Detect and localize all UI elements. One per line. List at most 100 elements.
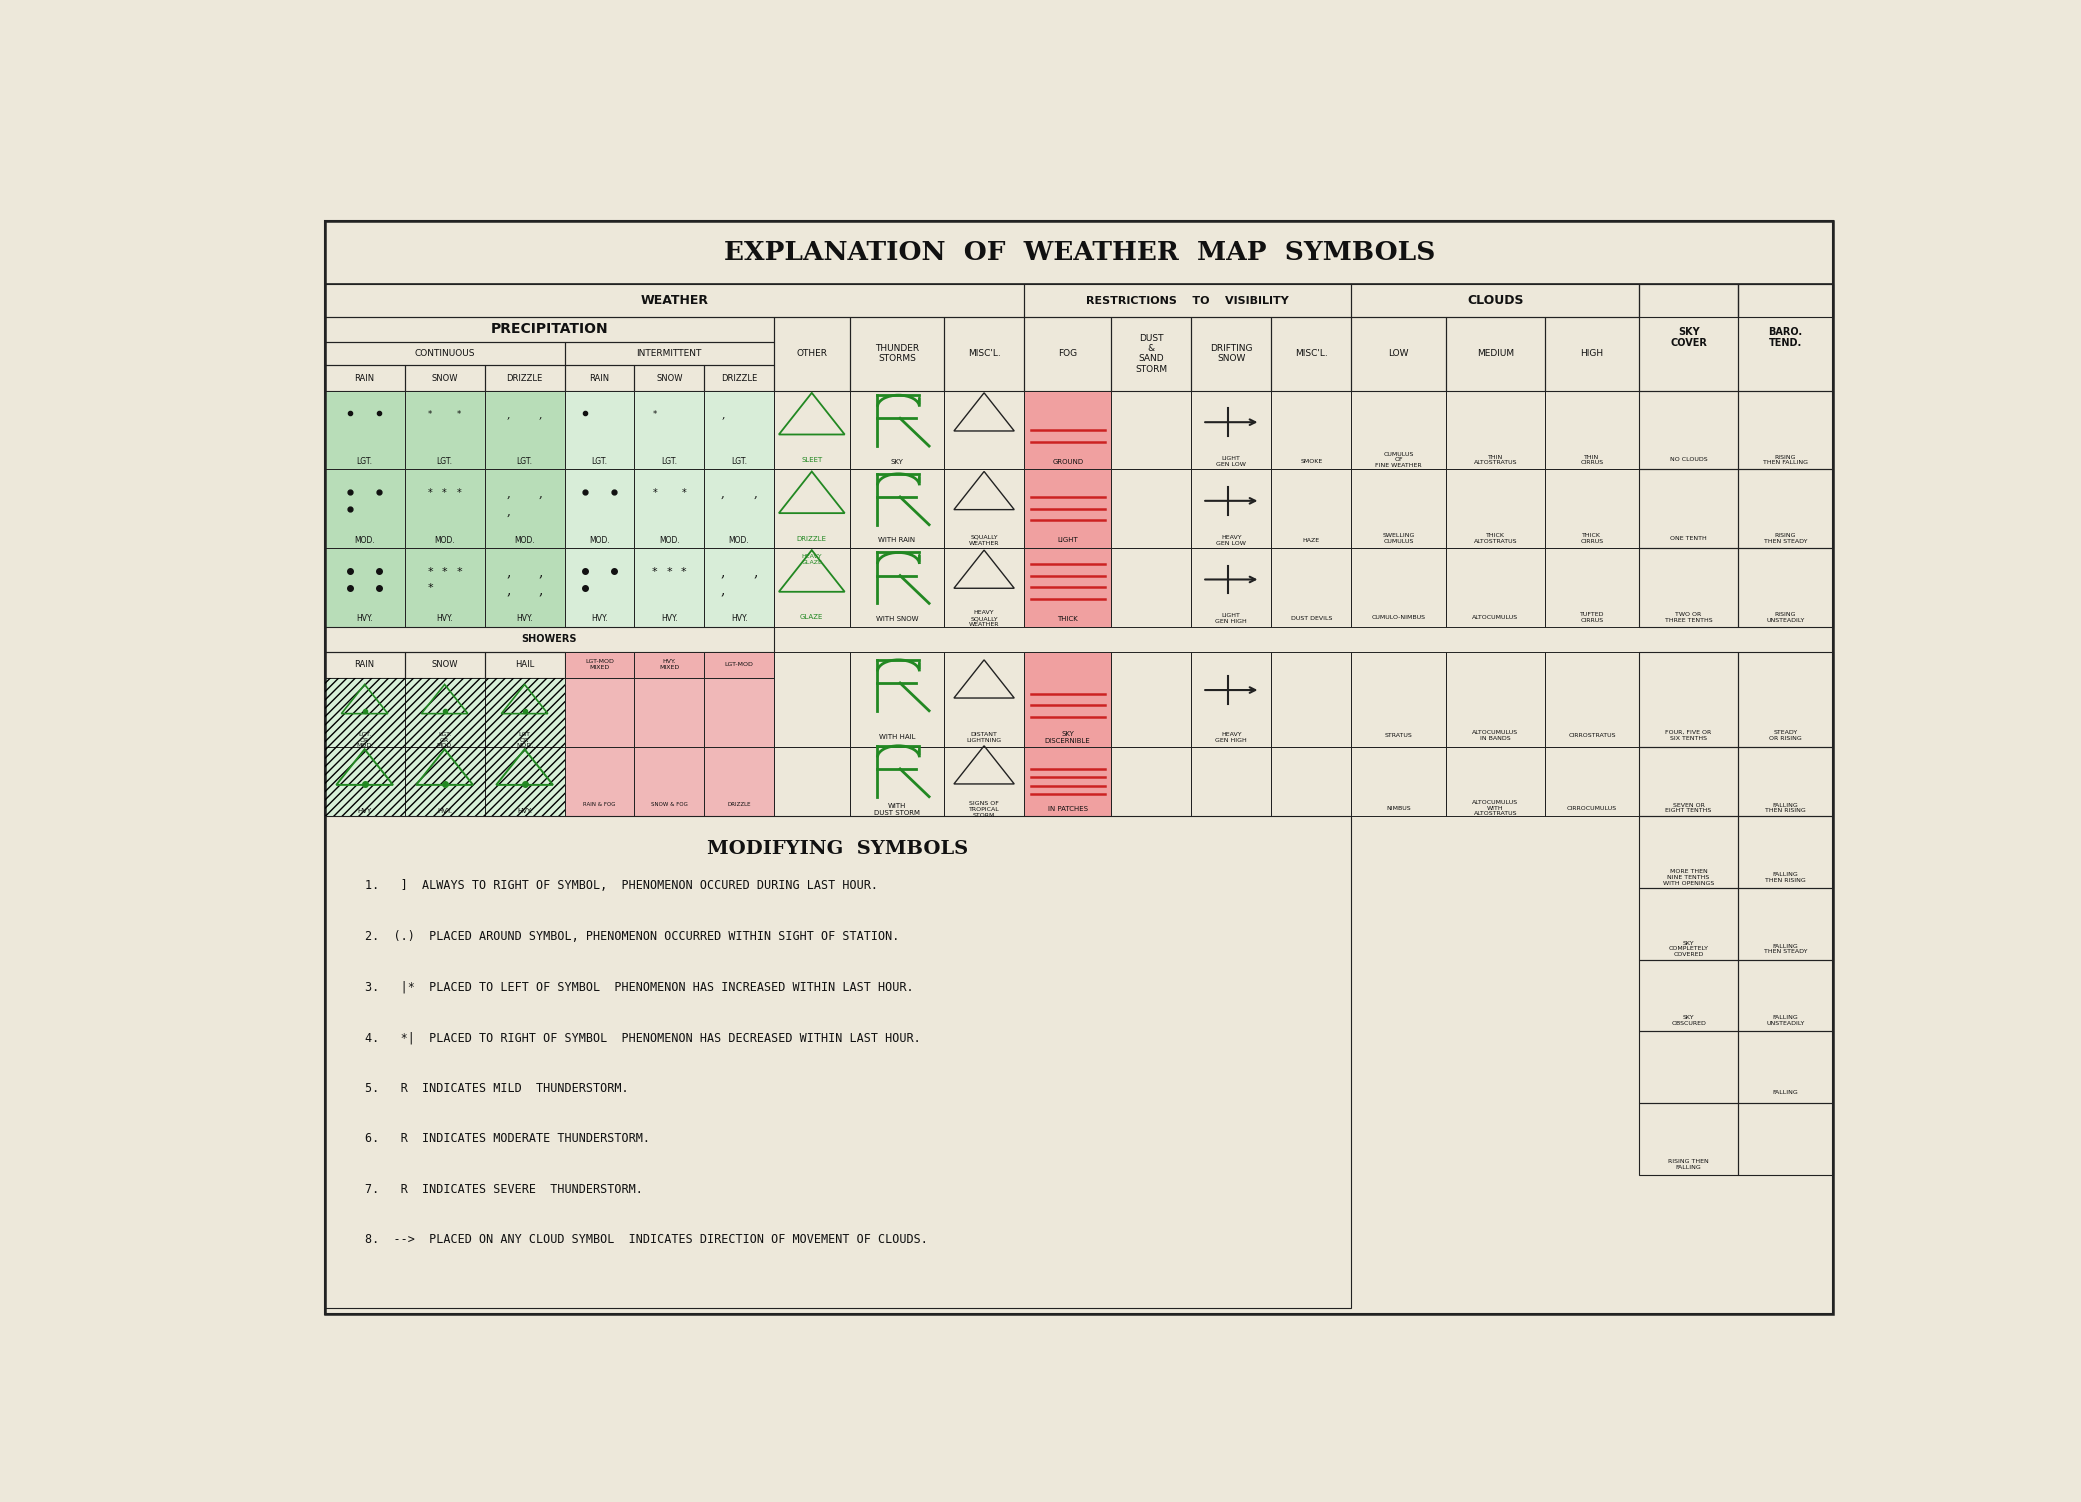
Text: ,: , — [506, 583, 510, 598]
Bar — [703, 470, 774, 548]
Text: RAIN: RAIN — [589, 374, 610, 383]
Text: DRIZZLE: DRIZZLE — [506, 374, 543, 383]
Bar — [1640, 470, 1738, 548]
Bar — [1351, 548, 1446, 626]
Bar — [1738, 548, 1833, 626]
Text: HVY.: HVY. — [591, 614, 608, 623]
Text: EXPLANATION  OF  WEATHER  MAP  SYMBOLS: EXPLANATION OF WEATHER MAP SYMBOLS — [724, 240, 1436, 264]
Text: RAIN & FOG: RAIN & FOG — [583, 802, 616, 807]
Bar — [1111, 470, 1190, 548]
Bar — [1111, 548, 1190, 626]
Bar — [1111, 652, 1190, 746]
Bar — [1024, 470, 1111, 548]
Text: HVY.: HVY. — [662, 614, 678, 623]
Bar — [774, 317, 849, 391]
Bar — [1738, 470, 1833, 548]
Bar — [1190, 548, 1271, 626]
Text: MOD.: MOD. — [354, 536, 375, 545]
Bar — [1024, 470, 1111, 548]
Text: WITH
DUST STORM: WITH DUST STORM — [874, 804, 920, 816]
Bar — [1640, 746, 1738, 817]
Bar — [945, 548, 1024, 626]
Text: THICK
ALTOSTRATUS: THICK ALTOSTRATUS — [1473, 533, 1517, 544]
Bar — [1111, 391, 1190, 470]
Text: HAIL: HAIL — [514, 661, 535, 670]
Bar — [564, 470, 635, 548]
Text: 1.   ]  ALWAYS TO RIGHT OF SYMBOL,  PHENOMENON OCCURED DURING LAST HOUR.: 1. ] ALWAYS TO RIGHT OF SYMBOL, PHENOMEN… — [364, 879, 878, 892]
Bar — [1446, 391, 1544, 470]
Bar — [1351, 391, 1446, 470]
Bar — [1544, 317, 1640, 391]
Text: FOG: FOG — [1057, 350, 1078, 357]
Text: ,: , — [506, 505, 510, 518]
Bar — [325, 317, 774, 342]
Text: FALLING: FALLING — [1773, 1090, 1798, 1095]
Bar — [564, 391, 635, 470]
Bar — [404, 652, 485, 677]
Bar — [703, 652, 774, 677]
Bar — [635, 548, 703, 626]
Text: CUMULUS
OF
FINE WEATHER: CUMULUS OF FINE WEATHER — [1376, 452, 1421, 469]
Text: TWO OR
THREE TENTHS: TWO OR THREE TENTHS — [1665, 611, 1713, 623]
Text: *: * — [653, 410, 658, 419]
Bar — [1738, 391, 1833, 470]
Bar — [1640, 746, 1738, 817]
Bar — [1738, 548, 1833, 626]
Text: IN PATCHES: IN PATCHES — [1047, 807, 1088, 813]
Bar — [1271, 548, 1351, 626]
Text: 6.   R  INDICATES MODERATE THUNDERSTORM.: 6. R INDICATES MODERATE THUNDERSTORM. — [364, 1133, 649, 1145]
Text: THUNDER
STORMS: THUNDER STORMS — [874, 344, 920, 363]
Bar — [703, 677, 774, 746]
Text: WITH RAIN: WITH RAIN — [878, 538, 916, 544]
Text: *: * — [456, 488, 462, 499]
Text: CONTINUOUS: CONTINUOUS — [414, 350, 474, 357]
Text: LGT.: LGT. — [662, 457, 676, 466]
Text: SKY
COVER: SKY COVER — [1671, 327, 1706, 348]
Text: HIGH: HIGH — [1579, 350, 1604, 357]
Bar — [1544, 470, 1640, 548]
Bar — [485, 746, 564, 817]
Text: RESTRICTIONS    TO    VISIBILITY: RESTRICTIONS TO VISIBILITY — [1086, 296, 1288, 305]
Bar — [564, 548, 635, 626]
Bar — [1024, 548, 1111, 626]
Text: ,: , — [506, 487, 510, 500]
Bar — [774, 652, 849, 746]
Text: LGT.: LGT. — [356, 457, 372, 466]
Bar — [404, 365, 485, 391]
Bar — [774, 548, 849, 626]
Bar — [1738, 817, 1833, 888]
Bar — [1024, 391, 1111, 470]
Bar — [404, 677, 485, 746]
Bar — [635, 677, 703, 746]
Text: THICK
CIRRUS: THICK CIRRUS — [1579, 533, 1604, 544]
Bar — [1738, 1102, 1833, 1175]
Bar — [635, 470, 703, 548]
Text: CUMULO-NIMBUS: CUMULO-NIMBUS — [1371, 614, 1425, 620]
Text: HEAVY
GEN HIGH: HEAVY GEN HIGH — [1215, 731, 1247, 743]
Text: OTHER: OTHER — [797, 350, 828, 357]
Text: *: * — [441, 566, 447, 577]
Bar — [1640, 470, 1738, 548]
Bar — [1024, 317, 1111, 391]
Text: HEAVY
SQUALLY
WEATHER: HEAVY SQUALLY WEATHER — [970, 610, 999, 628]
Text: WEATHER: WEATHER — [641, 294, 708, 306]
Text: MOD.: MOD. — [514, 536, 535, 545]
Text: 8.  -->  PLACED ON ANY CLOUD SYMBOL  INDICATES DIRECTION OF MOVEMENT OF CLOUDS.: 8. --> PLACED ON ANY CLOUD SYMBOL INDICA… — [364, 1233, 928, 1247]
Text: STRATUS: STRATUS — [1384, 733, 1413, 737]
Text: SQUALLY
WEATHER: SQUALLY WEATHER — [970, 535, 999, 545]
Text: SIGNS OF
TROPICAL
STORM: SIGNS OF TROPICAL STORM — [970, 801, 999, 817]
Bar — [635, 391, 703, 470]
Bar — [945, 391, 1024, 470]
Bar — [1640, 652, 1738, 746]
Text: FALLING
THEN RISING: FALLING THEN RISING — [1765, 871, 1806, 883]
Bar — [1190, 746, 1271, 817]
Text: ,: , — [720, 487, 724, 500]
Text: LIGHT
GEN LOW: LIGHT GEN LOW — [1217, 457, 1247, 467]
Bar — [1024, 746, 1111, 817]
Text: LGT
OR
MOD.: LGT OR MOD. — [516, 731, 533, 748]
Text: THIN
ALTOSTRATUS: THIN ALTOSTRATUS — [1473, 455, 1517, 466]
Text: ,: , — [753, 487, 757, 500]
Bar — [404, 548, 485, 626]
Text: *: * — [429, 488, 433, 499]
Text: ,: , — [720, 565, 724, 578]
